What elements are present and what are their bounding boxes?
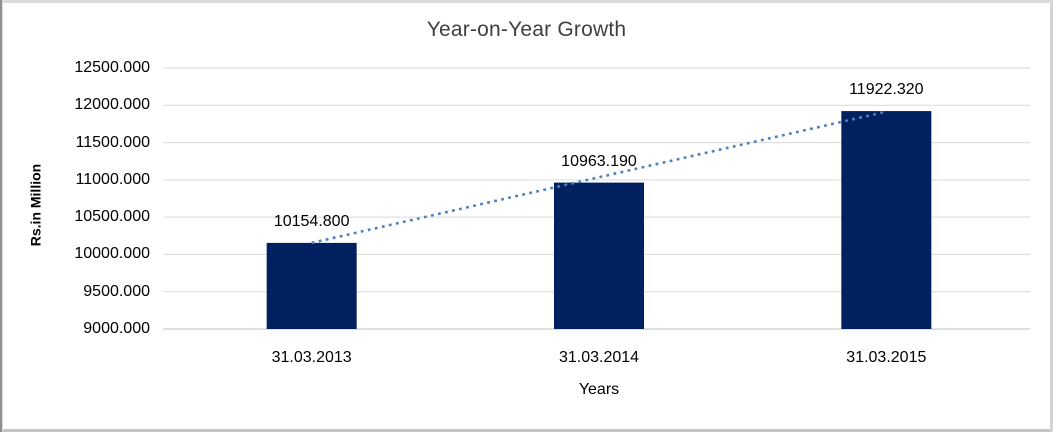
bar [841, 111, 932, 329]
y-tick-label: 12500.000 [74, 59, 150, 76]
y-tick-label: 9000.000 [83, 320, 150, 337]
y-tick-label: 12000.000 [74, 96, 150, 114]
bar-value-label: 10154.800 [273, 212, 350, 230]
bar [554, 182, 644, 329]
x-tick-label: 31.03.2013 [271, 349, 352, 366]
x-tick-label: 31.03.2014 [558, 349, 640, 366]
x-tick-label: 31.03.2015 [846, 349, 927, 366]
y-tick-label: 9500.000 [83, 282, 150, 300]
chart-title: Year-on-Year Growth [426, 18, 627, 41]
x-axis-title: Years [578, 381, 620, 398]
y-tick-label: 10500.000 [74, 208, 150, 226]
y-tick-label: 11500.000 [75, 133, 150, 151]
bar-value-label: 10963.190 [561, 152, 637, 170]
y-tick-label: 10000.000 [74, 245, 150, 263]
y-tick-label: 11000.000 [75, 170, 150, 188]
bar [266, 242, 357, 329]
bar-value-label: 11922.320 [849, 81, 924, 99]
